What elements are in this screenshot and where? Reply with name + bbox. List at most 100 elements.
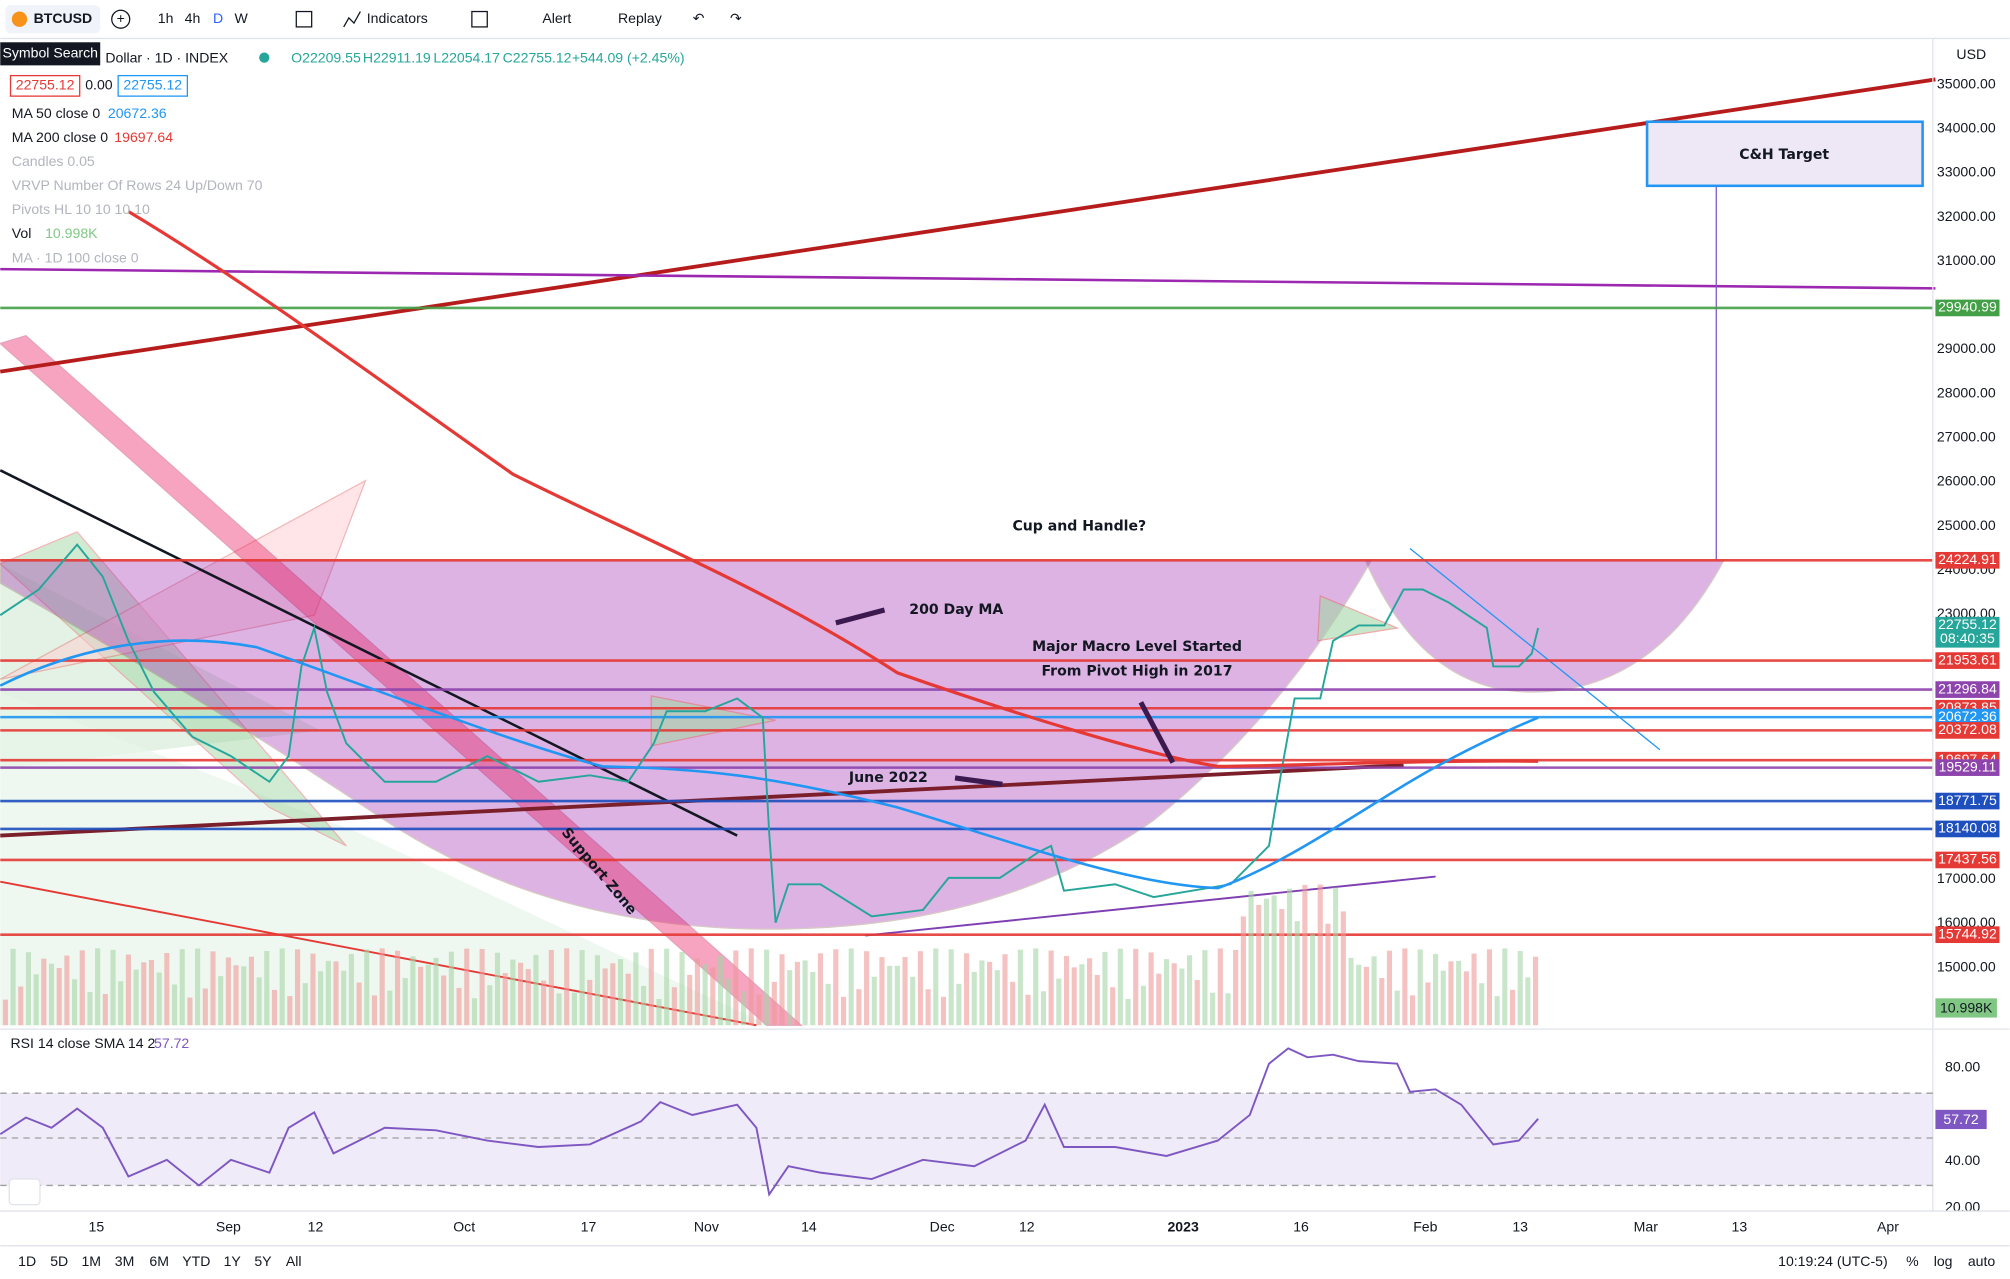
volume-bar bbox=[1263, 898, 1270, 1026]
volume-bar bbox=[579, 950, 585, 1026]
volume-bar bbox=[1025, 994, 1031, 1026]
volume-bar bbox=[72, 979, 78, 1026]
rsi-tick: 20.00 bbox=[1945, 1199, 1980, 1215]
range-button[interactable]: All bbox=[286, 1253, 302, 1269]
volume-bar bbox=[179, 949, 185, 1026]
redo[interactable]: ↷ bbox=[730, 10, 742, 26]
templates[interactable] bbox=[471, 10, 488, 28]
range-button[interactable]: 5D bbox=[50, 1253, 68, 1269]
target-box bbox=[1645, 120, 1924, 188]
volume-bar bbox=[1110, 987, 1116, 1026]
volume-bar bbox=[794, 961, 800, 1026]
undo[interactable]: ↶ bbox=[693, 10, 705, 26]
interval[interactable]: 1h bbox=[158, 10, 174, 26]
volume-bar bbox=[494, 952, 501, 1026]
volume-bar bbox=[1056, 978, 1062, 1026]
volume-bar bbox=[271, 989, 278, 1026]
range-button[interactable]: 6M bbox=[149, 1253, 169, 1269]
volume-bar bbox=[95, 948, 101, 1026]
add-symbol-plus[interactable]: + bbox=[117, 10, 125, 26]
volume-bar bbox=[971, 971, 977, 1026]
ohlc-close: C22755.12 bbox=[503, 50, 572, 66]
volume-bar bbox=[464, 948, 470, 1026]
volume-bar bbox=[1186, 955, 1193, 1026]
level-label: 24224.91 bbox=[1938, 551, 1997, 567]
interval[interactable]: W bbox=[235, 10, 249, 26]
scale-option[interactable]: log bbox=[1934, 1253, 1953, 1269]
volume-bar bbox=[1171, 963, 1177, 1026]
bid[interactable]: 22755.12 bbox=[16, 77, 75, 93]
volume-bar bbox=[341, 970, 347, 1026]
time-tick: Feb bbox=[1413, 1218, 1437, 1234]
level-label-box bbox=[1935, 792, 2000, 810]
volume-bar bbox=[641, 985, 647, 1026]
ask[interactable]: 22755.12 bbox=[123, 77, 182, 93]
volume-bar bbox=[410, 956, 416, 1026]
volume-bar bbox=[1102, 951, 1108, 1026]
volume-bar bbox=[1425, 982, 1431, 1026]
volume-bar bbox=[910, 976, 916, 1026]
alert-button[interactable]: Alert bbox=[542, 10, 571, 26]
volume-bar bbox=[1356, 964, 1362, 1026]
volume-bar bbox=[979, 960, 985, 1026]
volume-bar bbox=[1063, 955, 1070, 1026]
volume-bar bbox=[471, 998, 477, 1026]
volume-bar bbox=[333, 961, 339, 1026]
interval[interactable]: 4h bbox=[185, 10, 201, 26]
volume-bar bbox=[1433, 953, 1439, 1026]
volume-bar bbox=[1310, 934, 1316, 1026]
volume-bar bbox=[617, 959, 624, 1026]
volume-bar bbox=[348, 953, 354, 1026]
price-tick: 32000.00 bbox=[1937, 208, 1996, 224]
ask-box[interactable] bbox=[117, 74, 189, 97]
volume-bar bbox=[687, 974, 693, 1026]
volume-bar bbox=[141, 962, 147, 1026]
chart-type[interactable] bbox=[295, 10, 313, 28]
volume-bar bbox=[1294, 921, 1300, 1026]
range-button[interactable]: 1Y bbox=[224, 1253, 242, 1269]
range-button[interactable]: 5Y bbox=[254, 1253, 272, 1269]
indicator-name: VRVP Number Of Rows 24 Up/Down 70 bbox=[12, 177, 263, 193]
replay-button[interactable]: Replay bbox=[618, 10, 663, 26]
indicators-icon[interactable] bbox=[343, 11, 361, 28]
rsi-tick: 80.00 bbox=[1945, 1058, 1980, 1074]
volume-bar bbox=[510, 959, 516, 1026]
volume-bar bbox=[1509, 989, 1516, 1026]
volume-bar bbox=[994, 970, 1000, 1026]
volume-bar bbox=[1071, 967, 1077, 1026]
interval[interactable]: D bbox=[213, 10, 223, 26]
volume-bar bbox=[195, 948, 201, 1026]
bid-box[interactable] bbox=[9, 74, 81, 97]
symbol[interactable]: BTCUSD bbox=[34, 10, 93, 26]
level-label-box bbox=[1935, 820, 2000, 838]
handle bbox=[1364, 559, 1726, 693]
volume-bar bbox=[1194, 979, 1200, 1026]
indicator-name: Candles 0.05 bbox=[12, 153, 95, 169]
price-series bbox=[0, 210, 1540, 924]
rsi-tick: 40.00 bbox=[1945, 1152, 1980, 1168]
ma-50 bbox=[0, 639, 1539, 890]
drawings bbox=[0, 77, 1936, 1027]
volume-label: 10.998K bbox=[1940, 999, 1993, 1015]
volume-bar bbox=[764, 949, 770, 1026]
indicators-button[interactable]: Indicators bbox=[367, 10, 428, 26]
currency[interactable]: USD bbox=[1956, 46, 1986, 62]
trendline bbox=[0, 469, 738, 837]
indicator-name: Vol bbox=[12, 225, 32, 241]
add-symbol[interactable] bbox=[111, 9, 131, 29]
volume-bar bbox=[1379, 978, 1385, 1026]
scale-option[interactable]: % bbox=[1906, 1253, 1919, 1269]
range-button[interactable]: 3M bbox=[115, 1253, 135, 1269]
range-button[interactable]: YTD bbox=[182, 1253, 210, 1269]
volume-bar bbox=[848, 948, 854, 1026]
range-button[interactable]: 1D bbox=[18, 1253, 36, 1269]
level-label: 20672.36 bbox=[1938, 708, 1997, 724]
symbol-button[interactable] bbox=[5, 5, 101, 34]
volume-bar bbox=[625, 973, 631, 1026]
scale-option[interactable]: auto bbox=[1968, 1253, 1996, 1269]
annotation: Cup and Handle? bbox=[1012, 519, 1146, 535]
volume-bar bbox=[564, 948, 570, 1026]
volume-bar bbox=[10, 948, 16, 1026]
range-button[interactable]: 1M bbox=[81, 1253, 101, 1269]
